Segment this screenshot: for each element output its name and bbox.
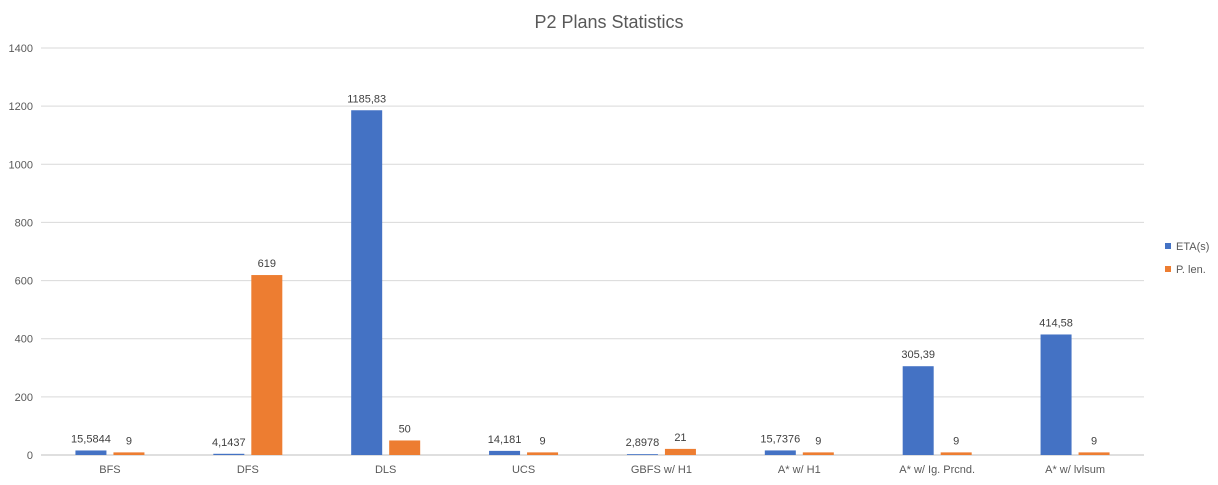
y-tick-label: 1000	[9, 159, 33, 171]
x-tick-label: UCS	[512, 464, 535, 476]
data-label: 9	[815, 435, 821, 447]
data-labels: 15,5844 9 4,1437 619 1185,83 50 14,181 9 2,8978 2…	[71, 93, 1097, 449]
bar	[940, 452, 972, 455]
data-label: 14,181	[488, 434, 522, 446]
y-axis-ticks: 0 200 400 600 800 1000 1200 1400	[9, 43, 33, 462]
data-label: 9	[1091, 435, 1097, 447]
data-label: 21	[674, 432, 686, 444]
bar	[527, 452, 559, 455]
y-tick-label: 1400	[9, 43, 33, 55]
bar	[75, 450, 107, 455]
data-label: 9	[540, 435, 546, 447]
legend: ETA(s) P. len.	[1165, 241, 1209, 276]
data-label: 9	[953, 435, 959, 447]
bar	[389, 440, 421, 455]
data-label: 4,1437	[212, 437, 246, 449]
bar	[626, 454, 658, 455]
data-label: 15,7376	[760, 433, 800, 445]
y-tick-label: 200	[15, 392, 33, 404]
bar	[113, 452, 145, 455]
legend-label: ETA(s)	[1176, 241, 1209, 253]
x-tick-label: A* w/ lvlsum	[1045, 464, 1105, 476]
x-tick-label: A* w/ Ig. Prcnd.	[899, 464, 975, 476]
y-tick-label: 600	[15, 276, 33, 288]
data-label: 15,5844	[71, 433, 111, 445]
bars	[75, 110, 1110, 456]
data-label: 2,8978	[626, 437, 660, 449]
x-axis-labels: BFS DFS DLS UCS GBFS w/ H1 A* w/ H1 A* w/ Ig. …	[99, 464, 1105, 476]
bar	[664, 448, 696, 455]
data-label: 414,58	[1039, 317, 1073, 329]
bar	[489, 450, 521, 455]
bar	[1078, 452, 1110, 455]
bar	[251, 275, 283, 455]
bar	[1040, 334, 1072, 455]
data-label: 305,39	[901, 349, 935, 361]
x-tick-label: DLS	[375, 464, 396, 476]
y-tick-label: 0	[27, 450, 33, 462]
data-label: 50	[399, 423, 411, 435]
data-label: 619	[258, 258, 276, 270]
legend-swatch	[1165, 266, 1171, 272]
bar	[802, 452, 834, 455]
x-tick-label: A* w/ H1	[778, 464, 821, 476]
bar	[213, 453, 245, 455]
y-tick-label: 1200	[9, 101, 33, 113]
y-tick-label: 400	[15, 334, 33, 346]
data-label: 9	[126, 435, 132, 447]
bar	[351, 110, 383, 456]
x-tick-label: DFS	[237, 464, 259, 476]
legend-label: P. len.	[1176, 264, 1206, 276]
legend-swatch	[1165, 243, 1171, 249]
data-label: 1185,83	[347, 93, 386, 105]
y-tick-label: 800	[15, 217, 33, 229]
bar	[902, 366, 934, 455]
x-tick-label: GBFS w/ H1	[631, 464, 692, 476]
gridlines	[41, 47, 1144, 456]
x-tick-label: BFS	[99, 464, 120, 476]
bar	[764, 450, 796, 455]
chart-title: P2 Plans Statistics	[534, 12, 684, 32]
